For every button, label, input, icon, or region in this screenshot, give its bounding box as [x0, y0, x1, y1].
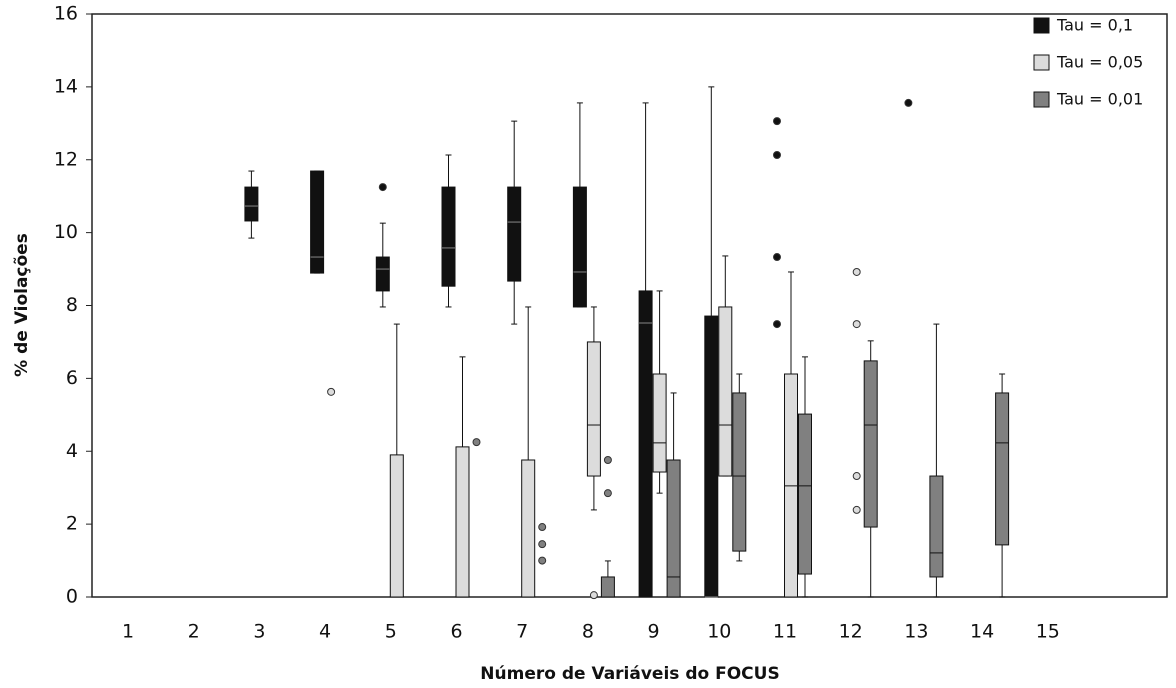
outlier: [538, 523, 547, 532]
box: [455, 446, 470, 598]
x-tick-label: 3: [253, 621, 265, 643]
x-tick-label: 12: [839, 621, 863, 643]
x-tick-label: 13: [904, 621, 928, 643]
outlier: [472, 438, 481, 447]
y-tick-label: 16: [54, 3, 78, 25]
outlier: [852, 472, 861, 481]
x-tick-label: 1: [122, 621, 134, 643]
outlier: [773, 320, 781, 329]
legend-swatch: [1033, 54, 1050, 71]
x-tick-label: 5: [385, 621, 397, 643]
y-tick-label: 2: [66, 513, 78, 535]
box: [666, 459, 681, 598]
outlier: [773, 117, 781, 126]
x-tick-label: 6: [450, 621, 462, 643]
legend-swatch: [1033, 17, 1050, 34]
outlier: [327, 387, 336, 396]
legend-label: Tau = 0,01: [1056, 90, 1143, 109]
box: [586, 341, 601, 477]
outlier: [538, 556, 547, 565]
legend-swatch: [1033, 91, 1050, 108]
x-tick-label: 4: [319, 621, 331, 643]
outlier: [904, 98, 913, 107]
x-tick-label: 9: [648, 621, 660, 643]
box: [572, 186, 587, 308]
box: [798, 413, 812, 575]
x-tick-label: 2: [188, 621, 200, 643]
outlier: [773, 151, 781, 160]
box: [863, 360, 878, 528]
y-tick-label: 14: [54, 75, 78, 97]
outlier: [852, 267, 861, 276]
box: [600, 576, 615, 598]
box: [718, 306, 733, 477]
outlier: [603, 489, 612, 498]
y-tick-label: 8: [66, 294, 78, 316]
box: [507, 186, 522, 282]
box: [995, 392, 1010, 546]
y-tick-label: 4: [66, 440, 78, 462]
y-axis-title: % de Violações: [12, 233, 32, 377]
y-tick-label: 0: [66, 586, 78, 608]
x-tick-label: 8: [582, 621, 594, 643]
box: [441, 186, 456, 287]
legend-label: Tau = 0,05: [1056, 53, 1143, 72]
outlier: [603, 455, 612, 464]
outlier: [773, 253, 781, 262]
outlier: [378, 183, 387, 192]
box: [929, 475, 944, 578]
x-tick-label: 11: [773, 621, 797, 643]
x-tick-label: 15: [1036, 621, 1060, 643]
outlier: [589, 591, 598, 600]
y-tick-label: 12: [54, 148, 78, 170]
legend-label: Tau = 0,1: [1056, 16, 1133, 35]
x-tick-label: 14: [970, 621, 994, 643]
outlier: [852, 320, 861, 329]
outlier: [852, 505, 861, 514]
x-tick-label: 7: [516, 621, 528, 643]
box: [652, 373, 667, 473]
box: [310, 170, 325, 274]
y-tick-label: 6: [66, 367, 78, 389]
box: [638, 290, 653, 598]
box: [389, 454, 404, 598]
box: [375, 256, 390, 292]
box: [244, 186, 259, 222]
box: [704, 315, 719, 598]
box: [521, 459, 536, 598]
x-axis-title: Número de Variáveis do FOCUS: [480, 664, 779, 684]
box: [732, 392, 747, 552]
y-tick-label: 10: [54, 221, 78, 243]
x-tick-label: 10: [707, 621, 731, 643]
outlier: [538, 540, 547, 549]
